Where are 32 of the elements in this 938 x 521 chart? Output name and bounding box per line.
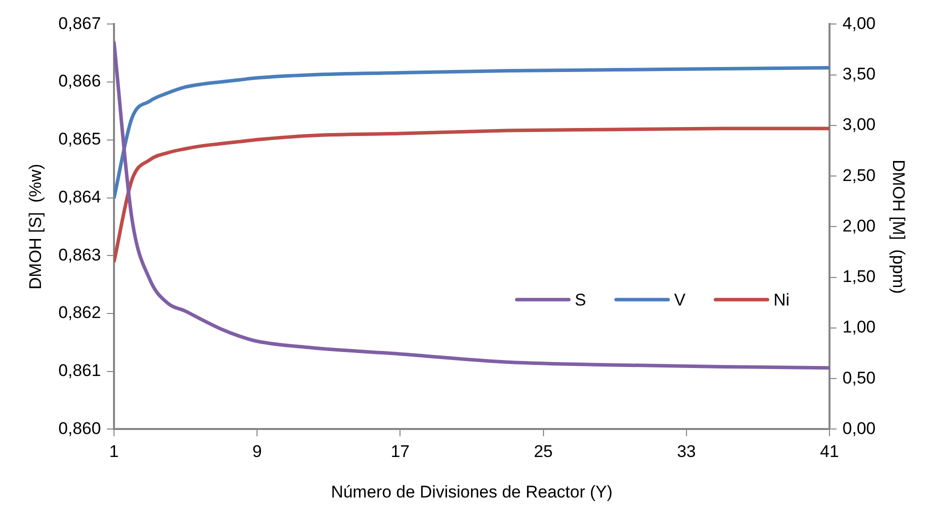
x-tick-label: 1: [109, 442, 119, 462]
y2-tick-label: 3,00: [842, 115, 876, 134]
x-tick-label: 33: [676, 442, 696, 462]
y2-axis-title: DMOH [M] (ppm): [889, 160, 908, 294]
y-axis-title: DMOH [S] (%w): [26, 164, 45, 290]
x-tick-label: 25: [534, 442, 553, 462]
y2-tick-label: 2,00: [842, 216, 876, 236]
y2-tick-label: 0,50: [842, 368, 876, 388]
x-axis-title: Número de Divisiones de Reactor (Y): [330, 482, 613, 502]
y-tick-label: 0,864: [58, 187, 101, 206]
y-tick-label: 0,867: [58, 14, 101, 33]
x-tick-label: 9: [252, 442, 262, 462]
y2-tick-label: 1,50: [842, 267, 876, 286]
y-tick-label: 0,865: [58, 130, 101, 149]
y2-tick-label: 3,50: [842, 64, 876, 84]
y-tick-label: 0,861: [58, 361, 101, 380]
x-tick-label: 41: [820, 442, 839, 462]
y-tick-label: 0,860: [58, 418, 101, 438]
legend-label: V: [674, 290, 686, 310]
legend-label: Ni: [773, 290, 790, 310]
line-series: [114, 40, 830, 370]
y2-tick-label: 4,00: [842, 14, 876, 33]
y-tick-label: 0,863: [58, 245, 101, 264]
x-tick-label: 17: [390, 442, 410, 462]
y2-tick-label: 1,00: [842, 318, 876, 337]
line-series: [114, 66, 830, 200]
y2-tick-label: 2,50: [842, 166, 876, 185]
y-tick-label: 0,862: [58, 303, 101, 322]
y-tick-label: 0,866: [58, 72, 101, 91]
y2-tick-label: 0,00: [842, 418, 876, 438]
line-series: [114, 126, 830, 264]
legend-label: S: [574, 290, 586, 310]
